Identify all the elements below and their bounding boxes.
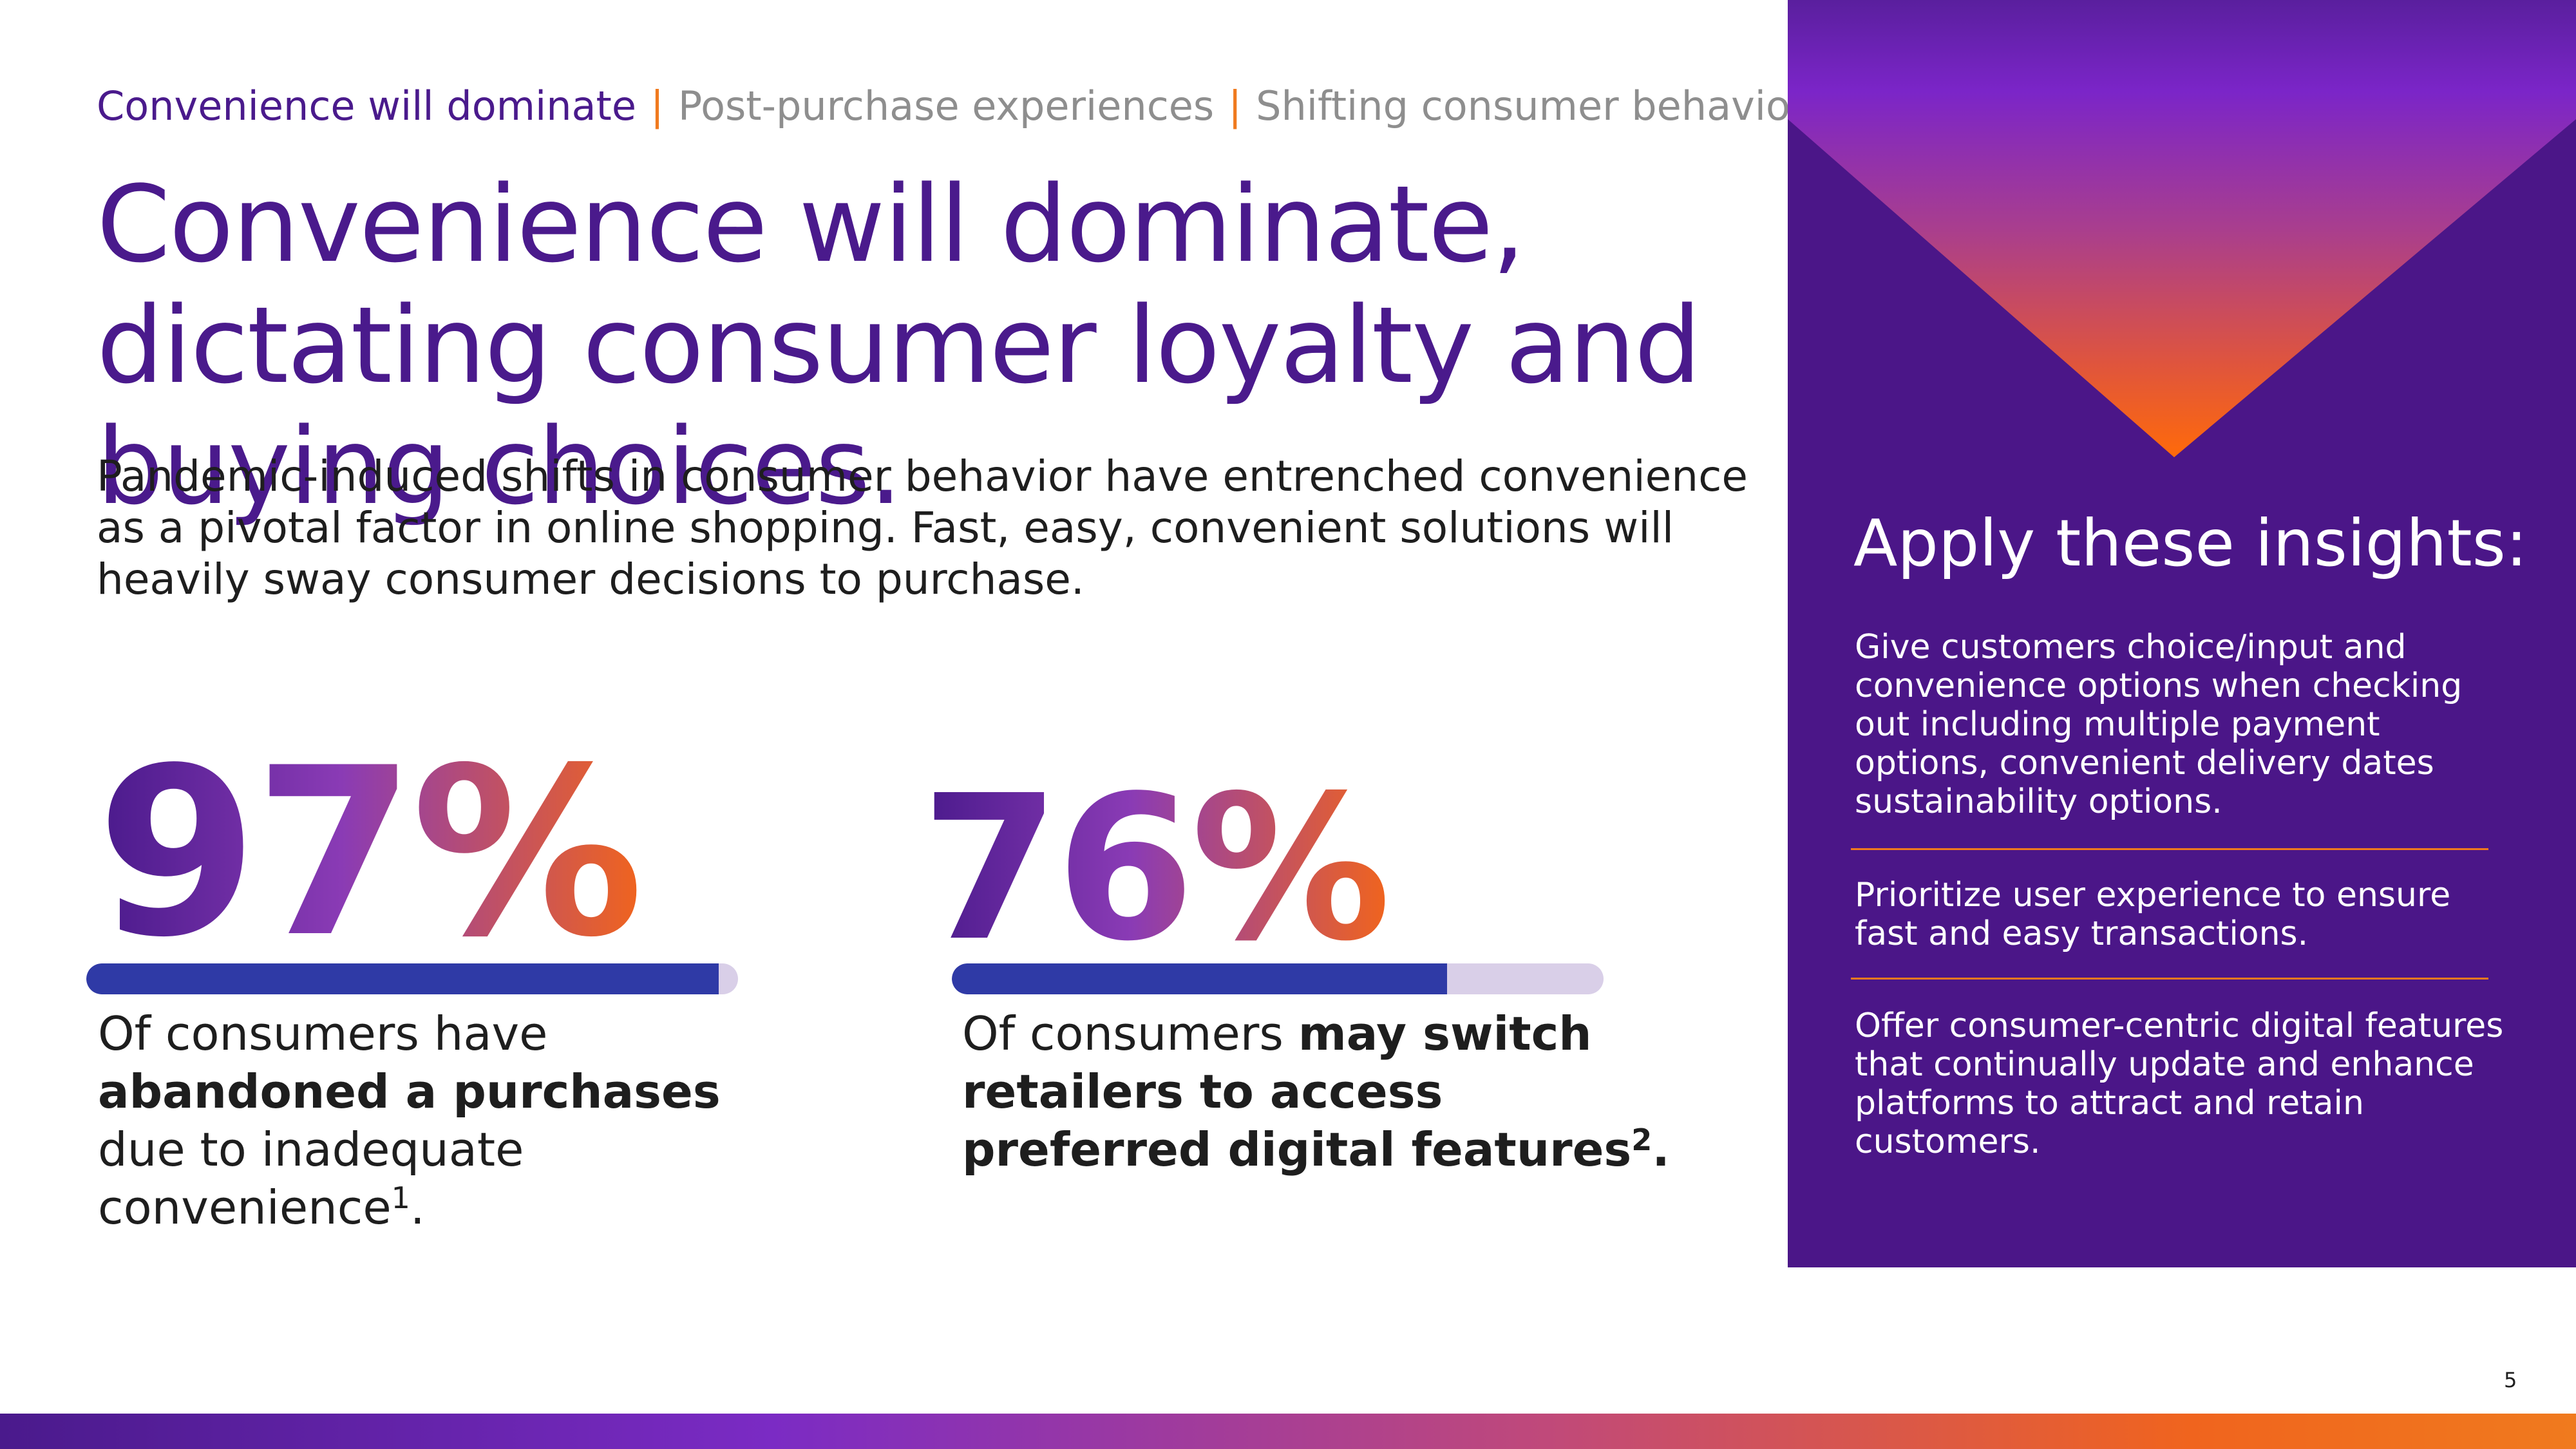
stat-progress-bar-switch	[952, 963, 1604, 994]
stat-caption-switch: Of consumers may switch retailers to acc…	[962, 1005, 1671, 1179]
insights-panel: Apply these insights: Give customers cho…	[1788, 0, 2576, 1267]
caption-emphasis: may switch retailers to access preferred…	[962, 1007, 1670, 1177]
stat-caption-abandoned: Of consumers have abandoned a purchases …	[98, 1005, 806, 1236]
stat-value-abandoned: 97%	[97, 718, 644, 988]
insight-divider	[1851, 848, 2488, 850]
caption-text: Of consumers have	[98, 1007, 548, 1061]
caption-emphasis: abandoned a purchases	[98, 1065, 721, 1119]
nav-item-shifting-behaviors[interactable]: Shifting consumer behaviors	[1256, 82, 1828, 129]
nav-separator: |	[650, 82, 664, 129]
insight-item: Offer consumer-centric digital features …	[1855, 1007, 2504, 1161]
stat-value-switch: 76%	[921, 753, 1391, 985]
insight-divider	[1851, 978, 2488, 980]
footer-gradient-band	[0, 1414, 2576, 1449]
chevron-graphic	[1788, 0, 2576, 457]
page-title: Convenience will dominate, dictating con…	[97, 163, 1701, 528]
stat-progress-fill	[952, 963, 1448, 994]
page-number: 5	[2504, 1368, 2517, 1392]
caption-text: .	[410, 1180, 425, 1235]
nav-separator: |	[1228, 82, 1242, 129]
panel-title: Apply these insights:	[1853, 506, 2528, 581]
intro-paragraph: Pandemic-induced shifts in consumer beha…	[97, 451, 1748, 604]
stat-progress-fill	[86, 963, 719, 994]
stat-progress-bar-abandoned	[86, 963, 738, 994]
section-breadcrumb: Convenience will dominate | Post-purchase …	[97, 82, 1828, 129]
insight-item: Give customers choice/input and convenie…	[1855, 628, 2463, 821]
insight-item: Prioritize user experience to ensure fas…	[1855, 876, 2451, 953]
caption-text: due to inadequate convenience	[98, 1122, 524, 1235]
nav-item-post-purchase[interactable]: Post-purchase experiences	[677, 82, 1215, 129]
footnote-marker[interactable]: 2	[1631, 1122, 1653, 1157]
caption-text: Of consumers	[962, 1007, 1298, 1061]
nav-item-convenience[interactable]: Convenience will dominate	[97, 82, 636, 129]
footnote-marker[interactable]: 1	[391, 1180, 410, 1215]
